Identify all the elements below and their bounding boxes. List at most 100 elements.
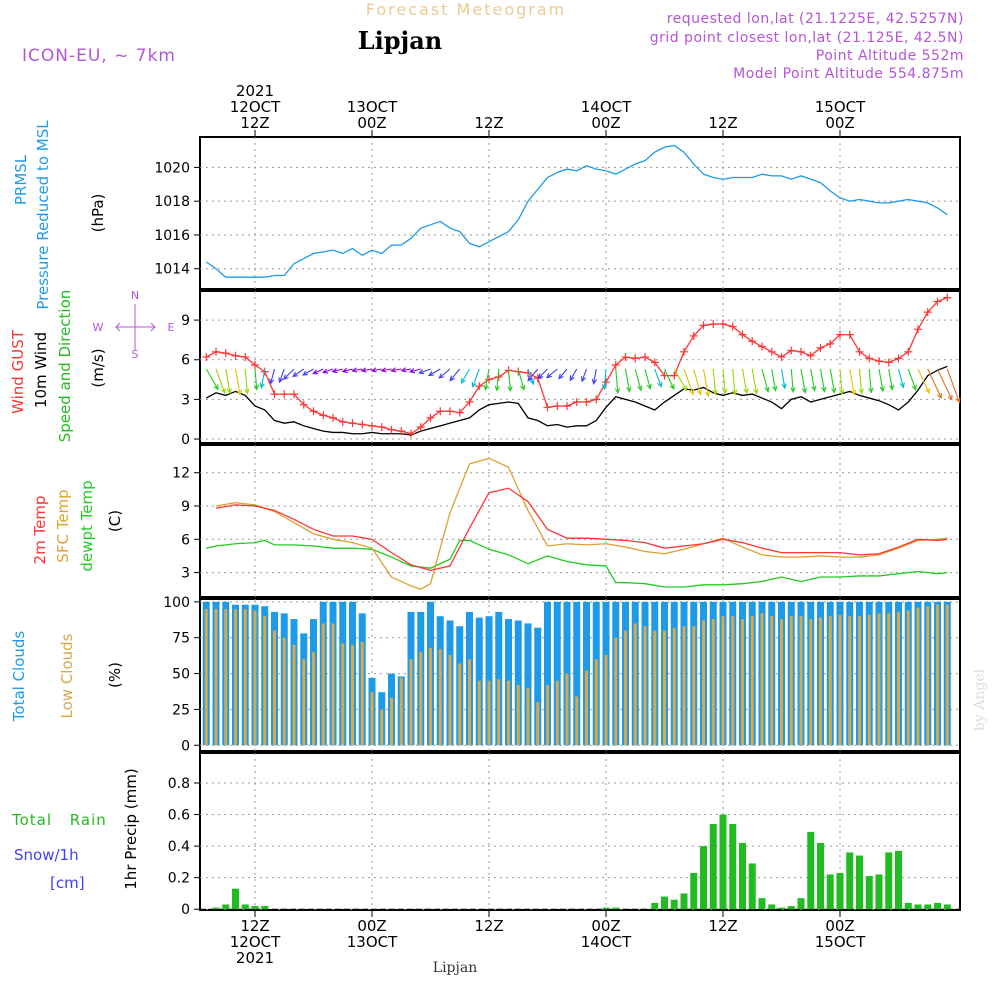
gust-marker <box>631 354 640 363</box>
y-tick-label: 0.4 <box>168 839 190 855</box>
y-tick-label: 0 <box>181 902 190 918</box>
low-cloud-bar <box>906 610 910 746</box>
low-cloud-bar <box>702 620 705 746</box>
low-cloud-bar <box>575 696 579 746</box>
gust-marker <box>485 375 493 384</box>
wind-arrow <box>418 368 431 375</box>
rain-bar <box>758 898 766 910</box>
wind-arrow <box>545 368 558 379</box>
low-cloud-bar <box>555 680 559 746</box>
wind-arrow <box>702 368 711 398</box>
low-cloud-bar <box>819 617 822 746</box>
low-cloud-bar <box>741 619 744 746</box>
gust-marker <box>299 400 308 409</box>
time-label-top: 00Z <box>825 114 854 132</box>
low-cloud-bar <box>877 613 881 746</box>
wind-arrow <box>839 368 845 396</box>
rain-bar <box>787 906 795 910</box>
wind-arrow <box>937 368 953 401</box>
wind-arrow <box>438 368 451 379</box>
low-cloud-bar <box>828 616 832 746</box>
y-tick-label: 0 <box>181 738 190 754</box>
low-cloud-bar <box>887 613 891 746</box>
rain-bar <box>856 855 863 910</box>
rain-bar <box>729 824 737 910</box>
rain-bar <box>826 874 834 910</box>
gust-marker <box>290 390 298 399</box>
low-cloud-bar <box>614 637 618 746</box>
total-cloud-bar <box>534 627 542 746</box>
low-cloud-bar <box>341 643 345 746</box>
wind-arrow <box>225 368 232 395</box>
gust-marker <box>904 347 913 356</box>
low-cloud-bar <box>370 692 374 746</box>
total-cloud-bar <box>553 601 561 746</box>
wind-arrow <box>259 368 266 389</box>
gust-marker <box>914 325 922 334</box>
low-cloud-bar <box>419 652 423 746</box>
wind-arrow <box>614 368 621 395</box>
y-tick-label: 0.6 <box>168 808 190 824</box>
low-cloud-bar <box>292 644 296 746</box>
wind-arrow <box>215 368 226 395</box>
gust-marker <box>641 353 649 362</box>
wind-arrow <box>644 368 652 391</box>
time-label-top: 15OCT <box>815 98 866 116</box>
temperature-panel <box>199 444 961 598</box>
rain-bar <box>602 907 610 910</box>
gust-marker <box>806 351 815 360</box>
y-tick-label: 100 <box>163 595 190 611</box>
precip-unit: 1hr Precip (mm) <box>122 768 140 889</box>
gust-marker <box>884 358 893 367</box>
time-label-top: 00Z <box>357 114 386 132</box>
low-cloud-bar <box>438 649 442 746</box>
gust-marker <box>309 407 318 416</box>
low-cloud-bar <box>507 680 510 746</box>
low-cloud-bar <box>214 609 218 746</box>
gust-marker <box>563 401 571 410</box>
time-label-bottom: 2021 <box>236 949 274 967</box>
y-tick-label: 1016 <box>154 228 190 244</box>
rain-bar <box>739 842 746 910</box>
gust-marker <box>553 401 562 410</box>
rain-bar <box>661 896 668 910</box>
wind-arrow <box>205 368 219 391</box>
pressure-label-1: PRMSL <box>12 154 30 205</box>
low-cloud-bar <box>546 685 549 746</box>
wind-arrow <box>321 368 334 374</box>
rain-bar <box>895 850 902 910</box>
time-label-bottom: 12OCT <box>230 933 281 951</box>
time-label-bottom: 00Z <box>825 917 854 935</box>
wind-arrow <box>269 368 276 385</box>
wind-arrow <box>673 368 688 392</box>
wind-arrow <box>449 368 461 382</box>
snow-label: Snow/1h <box>14 846 79 864</box>
compass-n: N <box>131 289 139 302</box>
wind-arrow <box>569 368 578 382</box>
rain-bar <box>768 904 776 910</box>
wind-speed-line <box>205 365 948 436</box>
wind-arrow <box>494 368 500 392</box>
wind-arrow <box>751 368 759 395</box>
low-cloud-bar <box>848 616 852 746</box>
wind-arrow <box>897 368 905 389</box>
low-cloud-bar <box>224 609 228 746</box>
gust-marker <box>758 342 766 351</box>
gust-marker <box>611 361 620 370</box>
gust-marker <box>241 353 250 362</box>
y-tick-label: 0 <box>181 432 190 448</box>
wind-arrow <box>380 367 392 373</box>
low-cloud-bar <box>399 677 403 746</box>
gust-marker <box>670 371 679 380</box>
time-label-bottom: 15OCT <box>815 933 866 951</box>
low-cloud-bar <box>633 623 637 746</box>
rain-bar <box>709 824 717 910</box>
low-cloud-bar <box>838 614 842 746</box>
low-cloud-bar <box>750 616 754 746</box>
total-cloud-bar <box>514 620 522 746</box>
gust-marker <box>797 347 805 356</box>
low-cloud-bar <box>331 623 335 746</box>
y-tick-label: 1018 <box>154 194 190 210</box>
wind-arrow <box>591 368 598 386</box>
